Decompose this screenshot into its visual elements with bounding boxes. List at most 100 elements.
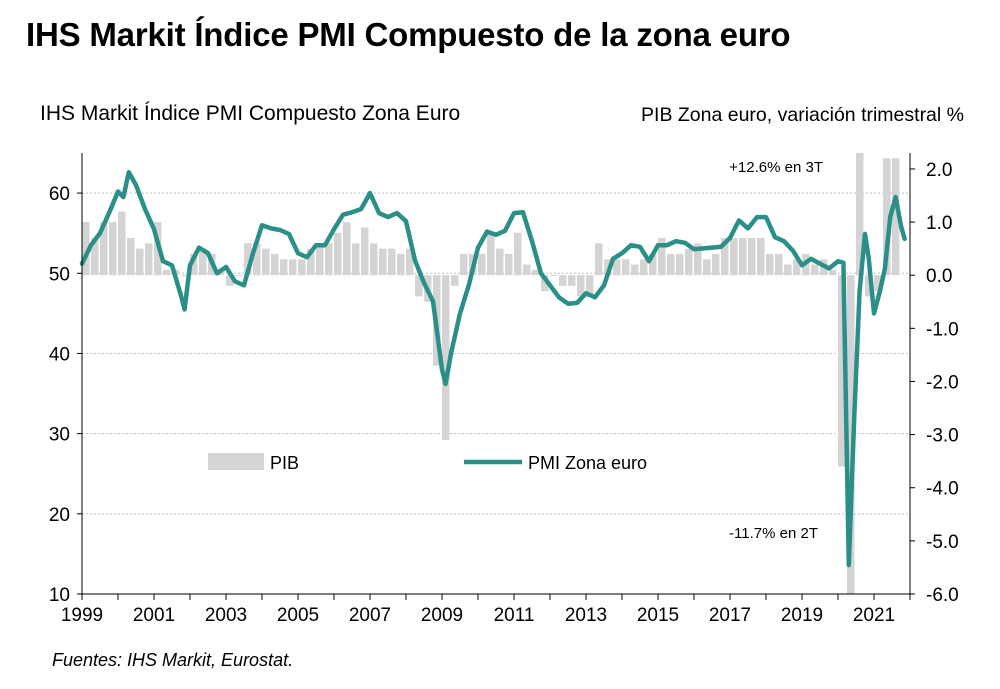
- gdp-bar: [109, 222, 117, 276]
- legend-pmi-label: PMI Zona euro: [528, 453, 647, 473]
- gdp-bar: [685, 248, 693, 276]
- pmi-line-layer: [79, 169, 907, 568]
- gdp-bar: [100, 222, 108, 276]
- source-note: Fuentes: IHS Markit, Eurostat.: [52, 650, 294, 670]
- right-tick-label: 2.0: [926, 160, 952, 181]
- axes: [77, 153, 915, 600]
- x-tick-label: 2001: [133, 605, 175, 626]
- gdp-bar: [370, 243, 378, 276]
- gdp-bar: [874, 275, 882, 292]
- gdp-bar: [442, 275, 450, 440]
- gdp-bar: [631, 264, 639, 276]
- gdp-bar: [253, 243, 261, 276]
- gdp-bar: [586, 275, 594, 297]
- gdp-bar: [361, 227, 369, 276]
- gdp-bar: [415, 275, 423, 297]
- gdp-bar: [559, 275, 567, 286]
- left-axis-label: IHS Markit Índice PMI Compuesto Zona Eur…: [40, 102, 461, 125]
- legend-gdp-swatch: [208, 453, 264, 470]
- gdp-bar: [568, 275, 576, 286]
- right-tick-label: -1.0: [926, 319, 959, 340]
- gdp-bar: [82, 222, 90, 276]
- gdp-bar: [649, 253, 657, 276]
- gdp-bar: [829, 269, 837, 276]
- tick-labels: 10 20 30 40 50 60 -6.0 -5.0 -4.0 -3.0 -2.0 -1.0 0.0 1…: [49, 160, 959, 626]
- gdp-bar: [838, 275, 846, 467]
- annotation-q2: -11.7% en 2T: [729, 525, 818, 542]
- gdp-bar: [577, 275, 585, 297]
- gdp-bar: [460, 253, 468, 276]
- annotations: +12.6% en 3T -11.7% en 2T: [729, 159, 823, 542]
- gdp-bar: [352, 243, 360, 276]
- gdp-bar: [730, 238, 738, 276]
- x-tick-label: 2019: [781, 605, 823, 626]
- gdp-bar: [856, 153, 864, 276]
- left-tick-label: 10: [49, 585, 70, 606]
- gdp-bar: [847, 275, 855, 594]
- gdp-bar: [487, 232, 495, 276]
- left-tick-label: 20: [49, 505, 70, 526]
- left-tick-label: 60: [49, 184, 70, 205]
- gdp-bar: [622, 259, 630, 276]
- gdp-bar: [298, 259, 306, 276]
- right-axis-label: PIB Zona euro, variación trimestral %: [641, 104, 964, 126]
- x-tick-label: 1999: [61, 605, 103, 626]
- x-tick-label: 2005: [277, 605, 319, 626]
- gdp-bar: [694, 243, 702, 276]
- gdp-bar: [199, 248, 207, 276]
- gdp-bar: [271, 253, 279, 276]
- gdp-bar: [136, 248, 144, 276]
- x-tick-label: 2015: [637, 605, 679, 626]
- gdp-bar: [127, 238, 135, 276]
- gdp-bar: [478, 253, 486, 276]
- right-tick-label: 0.0: [926, 266, 952, 287]
- gdp-bar: [541, 275, 549, 292]
- gdp-bar: [811, 264, 819, 276]
- gdp-bar: [784, 264, 792, 276]
- right-tick-label: 1.0: [926, 213, 952, 234]
- gdp-bar: [235, 275, 243, 277]
- left-tick-label: 30: [49, 425, 70, 446]
- left-tick-label: 40: [49, 344, 70, 365]
- gdp-bar: [316, 243, 324, 276]
- pmi-line: [79, 169, 907, 568]
- gdp-bar: [766, 253, 774, 276]
- gdp-bar: [865, 275, 873, 297]
- right-tick-label: -3.0: [926, 426, 959, 447]
- gdp-bar: [397, 253, 405, 276]
- x-tick-label: 2007: [349, 605, 391, 626]
- gdp-bar: [775, 253, 783, 276]
- gdp-bar: [379, 248, 387, 276]
- x-tick-label: 2011: [494, 605, 535, 626]
- gdp-bar: [676, 253, 684, 276]
- gdp-bar: [613, 259, 621, 276]
- gdp-bar: [712, 253, 720, 276]
- gdp-bar: [244, 243, 252, 276]
- gdp-bar: [181, 275, 189, 277]
- gdp-bar: [145, 243, 153, 276]
- right-tick-label: -2.0: [926, 372, 959, 393]
- gdp-bar: [289, 259, 297, 276]
- gdp-bar: [343, 222, 351, 276]
- legend: PIB PMI Zona euro: [208, 453, 647, 473]
- gdp-bar: [658, 238, 666, 276]
- left-tick-label: 50: [49, 264, 70, 285]
- gdp-bar: [334, 232, 342, 276]
- gdp-bar: [280, 259, 288, 276]
- gdp-bar: [793, 259, 801, 276]
- gdp-bar: [523, 264, 531, 276]
- gdp-bar: [496, 248, 504, 276]
- x-tick-label: 2017: [709, 605, 751, 626]
- gdp-bar: [892, 158, 900, 276]
- x-tick-label: 2013: [565, 605, 607, 626]
- gdp-bar: [739, 238, 747, 276]
- gdp-bar: [226, 275, 234, 286]
- gdp-bar: [163, 269, 171, 276]
- x-tick-label: 2003: [205, 605, 247, 626]
- gdp-bar: [595, 243, 603, 276]
- gdp-bar: [757, 238, 765, 276]
- right-tick-label: -5.0: [926, 532, 959, 553]
- gdp-bar: [190, 253, 198, 276]
- gdp-bar: [451, 275, 459, 286]
